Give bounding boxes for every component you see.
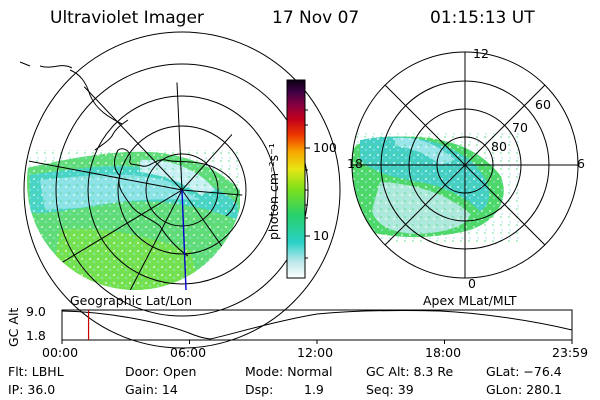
status-dsp-label: Dsp: [245, 382, 274, 397]
observation-time: 01:15:13 UT [430, 8, 535, 28]
status-glat: GLat: −76.4 [486, 364, 562, 379]
status-gain: Gain: 14 [125, 382, 178, 397]
mlat-label-80: 80 [491, 139, 507, 154]
mlt-label-12: 12 [473, 46, 489, 61]
colorbar-tick-10: 10 [313, 228, 329, 243]
colorbar-tick-100: 100 [313, 140, 337, 155]
xtick-2359: 23:59 [552, 345, 589, 360]
mlt-label-0: 0 [468, 276, 476, 291]
status-glon: GLon: 280.1 [486, 382, 562, 397]
mlt-label-6: 6 [577, 156, 585, 171]
altitude-ylabel: GC Alt [6, 307, 21, 347]
status-door: Door: Open [125, 364, 197, 379]
altitude-plot [61, 309, 573, 344]
app-title: Ultraviolet Imager [50, 8, 204, 28]
left-aurora-image [27, 150, 243, 290]
mlat-label-60: 60 [535, 97, 551, 112]
right-aurora-image [352, 130, 520, 245]
xtick-1200: 12:00 [297, 345, 334, 360]
colorbar-unit-label: photon cm⁻²s⁻¹ [266, 143, 281, 240]
status-gc-alt: GC Alt: 8.3 Re [366, 364, 454, 379]
status-mode: Mode: Normal [245, 364, 333, 379]
left-panel-label: Geographic Lat/Lon [70, 293, 192, 308]
colorbar [286, 79, 310, 279]
xtick-0000: 00:00 [42, 345, 79, 360]
mlat-label-70: 70 [512, 120, 528, 135]
status-filter: Flt: LBHL [8, 364, 64, 379]
right-panel-label: Apex MLat/MLT [423, 293, 517, 308]
xtick-1800: 18:00 [425, 345, 462, 360]
status-seq: Seq: 39 [366, 382, 414, 397]
altitude-ymax: 9.0 [26, 304, 46, 319]
xtick-0600: 06:00 [170, 345, 207, 360]
observation-date: 17 Nov 07 [272, 8, 360, 28]
mlat-mlt-dial [351, 51, 579, 279]
mlt-label-18: 18 [347, 156, 363, 171]
status-ip: IP: 36.0 [8, 382, 56, 397]
status-dsp-value: 1.9 [304, 382, 324, 397]
noon-meridian [181, 189, 187, 291]
altitude-ymin: 1.8 [26, 328, 46, 343]
altitude-curve [61, 309, 573, 340]
